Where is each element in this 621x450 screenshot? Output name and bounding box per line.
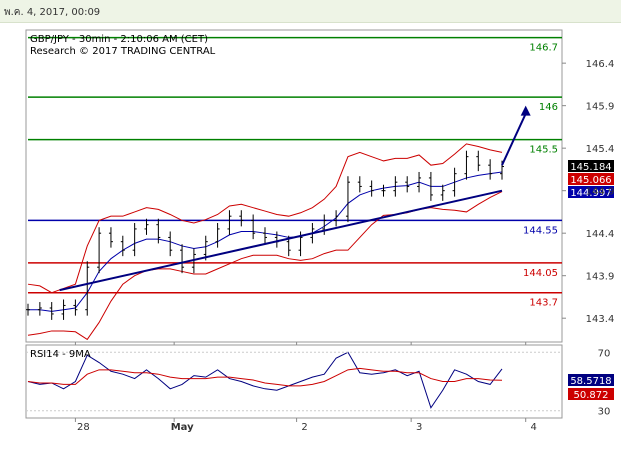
- rsi-tag-bg: [568, 374, 614, 386]
- projection-arrow-head: [520, 105, 531, 116]
- rsi-line: [27, 351, 503, 409]
- rsi-plot-frame: [25, 344, 563, 419]
- chart-subtitle: Research © 2017 TRADING CENTRAL: [30, 46, 216, 57]
- price-tag: 145.066: [570, 175, 611, 186]
- main-plot-frame: [25, 29, 563, 343]
- level-label: 146.7: [529, 43, 558, 54]
- rsi-tag: 58.5718: [570, 376, 611, 387]
- x-tick-label: 28: [77, 422, 90, 433]
- rsi-ma-line: [27, 367, 503, 387]
- x-tick-label: 4: [531, 422, 537, 433]
- y-tick-label: 146.4: [586, 59, 615, 70]
- x-tick-label: 3: [416, 422, 422, 433]
- rsi-tick-label: 30: [598, 407, 611, 418]
- projection-arrow-line: [501, 113, 527, 166]
- y-tick-label: 145.4: [586, 144, 615, 155]
- price-tag: 144.997: [570, 188, 611, 199]
- y-tick-label: 145.9: [586, 102, 615, 113]
- trendline: [59, 189, 503, 292]
- level-label: 145.5: [529, 145, 558, 156]
- price-tag-bg: [568, 173, 614, 185]
- rsi-title: RSI14 - 9MA: [30, 349, 91, 360]
- x-tick-label: 2: [301, 422, 307, 433]
- x-tick-label: May: [171, 422, 194, 433]
- rsi-tag-bg: [568, 388, 614, 400]
- header-bar: พ.ค. 4, 2017, 00:09: [0, 0, 621, 23]
- y-tick-label: 144.4: [586, 229, 615, 240]
- rsi-tag: 50.872: [574, 390, 609, 401]
- price-tag-bg: [568, 186, 614, 198]
- price-tag: 145.184: [570, 162, 611, 173]
- bollinger-upper-line: [27, 143, 503, 294]
- chart-title: GBP/JPY - 30min - 2:10:06 AM (CET): [30, 34, 208, 45]
- rsi-tick-label: 70: [598, 348, 611, 359]
- level-label: 144.05: [523, 268, 558, 279]
- y-tick-label: 143.4: [586, 314, 615, 325]
- y-tick-label: 143.9: [586, 272, 615, 283]
- header-datetime: พ.ค. 4, 2017, 00:09: [4, 7, 101, 18]
- price-tag-bg: [568, 160, 614, 172]
- level-label: 146: [539, 102, 558, 113]
- level-label: 144.55: [523, 225, 558, 236]
- y-tick-label: 144.9: [586, 187, 615, 198]
- level-label: 143.7: [529, 298, 558, 309]
